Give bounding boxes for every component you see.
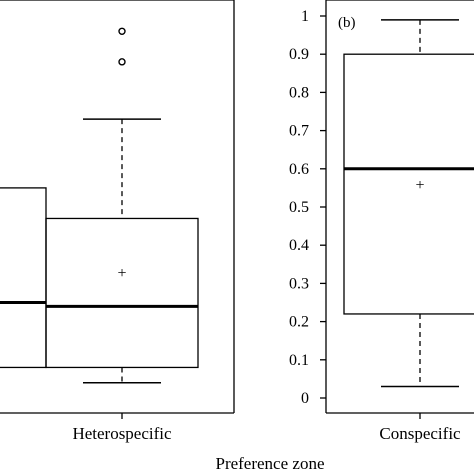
y-tick-label-0.9: 0.9 — [289, 46, 309, 63]
y-tick-label-0.6: 0.6 — [289, 161, 309, 178]
y-tick-label-0.5: 0.5 — [289, 199, 309, 216]
y-tick-label-0.4: 0.4 — [289, 237, 309, 254]
box-b1 — [343, 53, 474, 315]
category-label-b1: Conspecific — [379, 424, 461, 443]
outlier-2-2 — [118, 27, 126, 35]
category-label-2: Heterospecific — [72, 424, 172, 443]
y-tick-label-0.1: 0.1 — [289, 352, 309, 369]
panel-b: 0 0.1 0.2 0.3 0.4 0.5 0.6 0.7 0.8 0.9 1 + Conspecifi… — [289, 0, 474, 443]
y-tick-label-0.3: 0.3 — [289, 275, 309, 292]
mean-marker-b1: + — [415, 177, 424, 194]
box-2 — [45, 217, 199, 369]
box-1 — [0, 187, 47, 369]
outlier-2-1 — [118, 58, 126, 66]
y-tick-label-0.2: 0.2 — [289, 314, 309, 331]
y-tick-label-0.7: 0.7 — [289, 123, 309, 140]
x-axis-label: Preference zone — [215, 454, 324, 473]
y-tick-label-0.8: 0.8 — [289, 84, 309, 101]
mean-marker-2: + — [117, 265, 126, 282]
panel-b-label: (b) — [338, 15, 356, 31]
panel-a: + Heterospecific — [0, 0, 235, 443]
y-tick-label-0: 0 — [301, 390, 309, 407]
y-tick-label-1: 1 — [301, 8, 309, 25]
